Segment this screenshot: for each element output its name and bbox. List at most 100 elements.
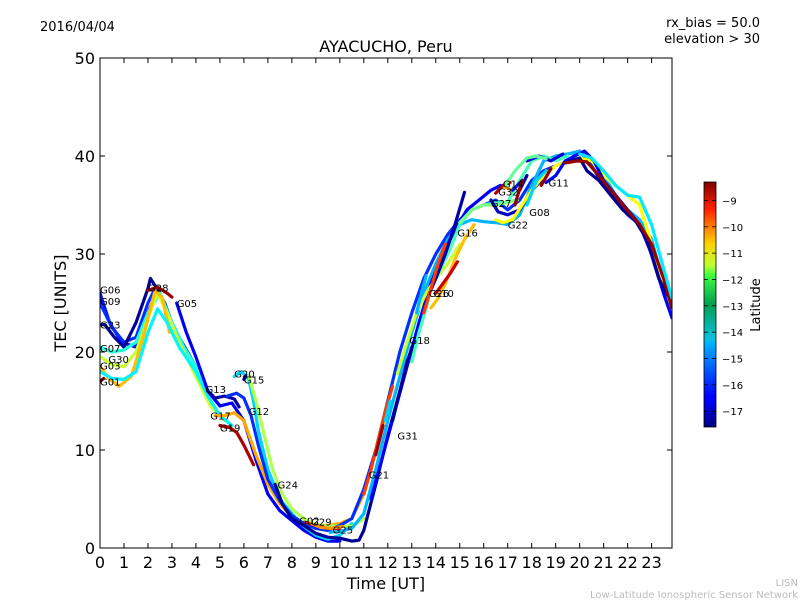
series-g13 xyxy=(206,389,241,409)
x-axis-label: Time [UT] xyxy=(346,574,425,593)
colorbar-tick-label: −14 xyxy=(722,328,743,339)
satellite-label: G17 xyxy=(210,412,230,423)
series-g31 xyxy=(369,183,503,501)
colorbar-tick-label: −9 xyxy=(722,196,737,207)
x-tick-label: 8 xyxy=(287,553,297,572)
x-tick-label: 9 xyxy=(311,553,321,572)
y-tick-label: 0 xyxy=(85,539,95,558)
y-tick-label: 10 xyxy=(75,441,95,460)
colorbar-label: Latitude xyxy=(749,278,764,332)
series-g18b xyxy=(395,242,462,376)
elevation-label: elevation > 30 xyxy=(664,32,760,47)
satellite-label: G08 xyxy=(529,208,549,219)
y-tick-label: 30 xyxy=(75,245,95,264)
x-tick-label: 14 xyxy=(426,553,446,572)
y-tick-label: 40 xyxy=(75,147,95,166)
satellite-label: G28 xyxy=(148,283,168,294)
satellite-label: G31 xyxy=(397,431,417,442)
colorbar-tick-label: −10 xyxy=(722,223,743,234)
satellite-label: G07 xyxy=(100,344,120,355)
series-g15b xyxy=(247,373,366,528)
colorbar: −9 −10 −11 −12 −13 −14 −15 −16 −17 Latitude xyxy=(703,181,764,428)
satellite-label: G19 xyxy=(220,424,240,435)
x-tick-label: 21 xyxy=(593,553,613,572)
satellite-label: G05 xyxy=(177,299,197,310)
satellite-label: G09 xyxy=(100,297,120,308)
rx-bias-label: rx_bias = 50.0 xyxy=(666,16,760,31)
series-g01b xyxy=(100,376,106,383)
x-tick-label: 20 xyxy=(569,553,589,572)
x-tick-label: 19 xyxy=(546,553,566,572)
series-g17 xyxy=(213,404,390,528)
series-g18c xyxy=(410,154,570,364)
x-tick-label: 11 xyxy=(354,553,374,572)
satellite-label: G26 xyxy=(429,289,449,300)
series-g21c xyxy=(383,399,392,423)
satellite-label: G18 xyxy=(409,336,429,347)
satellite-label: G15 xyxy=(244,375,264,386)
satellite-label: G21 xyxy=(369,471,389,482)
series-g11c xyxy=(563,159,672,310)
x-tick-label: 15 xyxy=(450,553,470,572)
series-g21b xyxy=(374,423,385,457)
y-tick-label: 50 xyxy=(75,49,95,68)
series-g10b xyxy=(434,260,459,295)
series-g08b xyxy=(539,167,553,187)
satellite-label: G24 xyxy=(278,480,298,491)
satellite-label: G03 xyxy=(100,362,120,373)
date-label: 2016/04/04 xyxy=(40,20,115,35)
series-g05 xyxy=(175,301,342,543)
series-g10d xyxy=(415,274,428,315)
series-layer xyxy=(100,149,672,543)
series-g08 xyxy=(525,169,548,207)
satellite-label: G22 xyxy=(508,221,528,232)
satellite-label: G27 xyxy=(491,199,511,210)
satellite-label: G25 xyxy=(333,525,353,536)
series-g32d xyxy=(513,178,524,207)
x-axis: 0 1 2 3 4 5 6 7 8 9 10 11 12 13 14 15 16 17 18 19 20 21 22 23 xyxy=(95,58,662,572)
x-tick-label: 22 xyxy=(617,553,637,572)
series-g19 xyxy=(218,423,256,467)
satellite-label: G20 xyxy=(234,370,254,381)
x-tick-label: 18 xyxy=(522,553,542,572)
credit-short: LISN xyxy=(776,578,798,589)
colorbar-ticks: −9 −10 −11 −12 −13 −14 −15 −16 −17 xyxy=(704,196,743,418)
x-tick-label: 7 xyxy=(263,553,273,572)
series-g16 xyxy=(458,198,519,225)
y-axis: 0 10 20 30 40 50 xyxy=(75,49,672,558)
satellite-label: G02 xyxy=(299,517,319,528)
x-tick-label: 0 xyxy=(95,553,105,572)
colorbar-tick-label: −11 xyxy=(722,249,743,260)
series-g15 xyxy=(242,373,248,381)
satellite-label: G30 xyxy=(108,355,128,366)
series-g18 xyxy=(391,340,416,423)
satellite-label: G32 xyxy=(498,187,518,198)
credit-long: Low-Latitude Ionospheric Sensor Network xyxy=(590,590,798,600)
satellite-label: G01 xyxy=(100,377,120,388)
y-tick-label: 20 xyxy=(75,343,95,362)
series-g20 xyxy=(232,370,354,541)
satellite-label: G10 xyxy=(433,289,453,300)
satellite-label: G06 xyxy=(100,285,120,296)
x-tick-label: 12 xyxy=(378,553,398,572)
x-tick-label: 2 xyxy=(143,553,153,572)
x-tick-label: 6 xyxy=(239,553,249,572)
colorbar-tick-label: −12 xyxy=(722,275,743,286)
satellite-label: G14 xyxy=(503,179,523,190)
satellite-label: G29 xyxy=(311,518,331,529)
colorbar-tick-label: −16 xyxy=(722,381,743,392)
satellite-labels: G06G09G23G07G30G03G01G28G05G13G17G19G20G… xyxy=(100,179,569,537)
series-g01 xyxy=(100,307,234,428)
colorbar-tick-label: −15 xyxy=(722,355,743,366)
x-tick-label: 3 xyxy=(167,553,177,572)
x-tick-label: 13 xyxy=(402,553,422,572)
colorbar-gradient xyxy=(703,181,717,428)
chart-title: AYACUCHO, Peru xyxy=(319,37,452,56)
colorbar-tick-label: −13 xyxy=(722,302,743,313)
series-g12 xyxy=(225,149,672,532)
series-g11f xyxy=(503,154,548,187)
satellite-label: G12 xyxy=(249,407,269,418)
x-tick-label: 10 xyxy=(330,553,350,572)
x-tick-label: 5 xyxy=(215,553,225,572)
